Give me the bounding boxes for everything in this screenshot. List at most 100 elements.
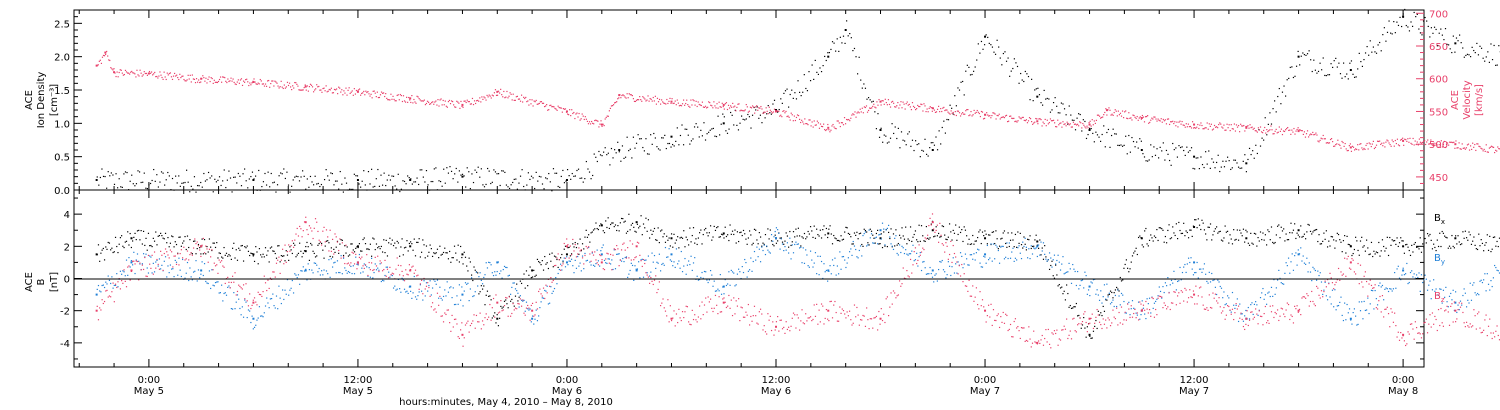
ion-density-series-trace-dot — [1197, 157, 1199, 159]
by-series-trace-dot — [1120, 292, 1123, 295]
by-series-trace-dot — [628, 273, 630, 275]
by-series-trace-dot — [558, 268, 560, 271]
ion-density-series-trace-dot — [1176, 156, 1179, 158]
ion-density-series-trace-dot — [1123, 144, 1125, 146]
by-series-trace-dot — [1133, 307, 1135, 309]
by-series-trace-dot — [402, 279, 404, 281]
bx-series-trace-dot — [1351, 254, 1353, 257]
by-series-trace-dot — [345, 269, 347, 272]
bx-series-trace-dot — [819, 229, 821, 231]
ion-density-series-trace-dot — [1415, 16, 1417, 18]
ion-density-series-trace-dot — [1256, 152, 1258, 155]
velocity-series-trace-dot — [1177, 126, 1179, 128]
bx-series-trace-dot — [121, 235, 123, 237]
bx-series-trace-dot — [895, 229, 897, 231]
velocity-series-trace-dot — [119, 69, 121, 71]
bx-series-trace-dot — [391, 239, 393, 241]
velocity-series-point — [113, 71, 116, 74]
velocity-series-trace-dot — [667, 102, 669, 105]
by-series-trace-dot — [667, 256, 669, 258]
velocity-series-trace-dot — [1417, 144, 1419, 146]
velocity-series-trace-dot — [1193, 127, 1195, 129]
by-series-trace-dot — [294, 273, 296, 275]
velocity-series-trace-dot — [1183, 124, 1185, 127]
velocity-series-trace-dot — [122, 74, 124, 76]
bx-series-trace-dot — [896, 244, 898, 246]
velocity-series-trace-dot — [124, 69, 127, 72]
velocity-series-trace-dot — [1474, 143, 1476, 146]
bx-series-trace-dot — [701, 243, 703, 245]
velocity-series-trace-dot — [1463, 147, 1465, 149]
by-series-trace-dot — [1001, 245, 1003, 247]
bx-series-trace-dot — [1139, 235, 1141, 237]
bx-series-point — [984, 237, 987, 240]
bx-series-trace-dot — [1294, 223, 1296, 225]
bx-series-trace-dot — [1420, 251, 1423, 253]
by-series-trace-dot — [635, 268, 637, 270]
ion-density-series-trace-dot — [919, 156, 921, 158]
ion-density-series-trace-dot — [841, 42, 843, 44]
ion-density-series-trace-dot — [477, 166, 479, 168]
by-series-trace-dot — [1050, 257, 1052, 259]
velocity-series-trace-dot — [1365, 144, 1367, 147]
ion-density-series-trace-dot — [1465, 54, 1467, 57]
velocity-series-trace-dot — [216, 81, 219, 84]
velocity-series-trace-dot — [434, 101, 436, 103]
ion-density-series-trace-dot — [1364, 52, 1367, 54]
velocity-series-trace-dot — [969, 114, 971, 116]
by-series-trace-dot — [1052, 259, 1054, 261]
bx-series-trace-dot — [789, 230, 791, 233]
by-series-trace-dot — [1192, 274, 1195, 276]
velocity-series-trace-dot — [769, 109, 771, 111]
velocity-series-trace-dot — [349, 92, 351, 95]
ion-density-series-trace-dot — [1410, 21, 1412, 23]
ion-density-series-trace-dot — [693, 126, 696, 128]
ion-density-series-trace-dot — [319, 185, 321, 188]
bx-series-trace-dot — [1266, 244, 1268, 246]
bx-series-trace-dot — [562, 261, 564, 263]
bx-series-trace-dot — [1147, 245, 1149, 247]
by-series-trace-dot — [689, 263, 691, 266]
by-series-trace-dot — [675, 248, 678, 250]
velocity-series-trace-dot — [209, 80, 211, 83]
ion-density-series-trace-dot — [786, 88, 788, 90]
ion-density-series-trace-dot — [407, 175, 409, 177]
by-series-trace-dot — [713, 280, 715, 282]
bx-series-trace-dot — [547, 267, 550, 270]
ion-density-series-trace-dot — [1114, 133, 1116, 135]
by-series-trace-dot — [1226, 295, 1229, 297]
by-series-trace-dot — [917, 265, 919, 267]
bx-series-trace-dot — [347, 255, 350, 257]
by-series-trace-dot — [1233, 304, 1235, 306]
velocity-series-trace-dot — [1154, 116, 1156, 118]
bx-series-trace-dot — [1498, 237, 1500, 239]
velocity-series-trace-dot — [1129, 117, 1131, 119]
ion-density-series-trace-dot — [584, 178, 586, 180]
bx-series-trace-dot — [540, 264, 542, 266]
ion-density-series-trace-dot — [1430, 27, 1432, 29]
velocity-series-trace-dot — [1371, 143, 1373, 145]
by-series-trace-dot — [981, 266, 984, 268]
bx-series-trace-dot — [1048, 268, 1051, 271]
velocity-series-trace-dot — [194, 82, 197, 84]
bx-series-trace-dot — [691, 234, 693, 237]
velocity-series-trace-dot — [980, 110, 983, 113]
ion-density-series-trace-dot — [1438, 32, 1440, 34]
velocity-series-trace-dot — [436, 104, 438, 106]
velocity-series-trace-dot — [1083, 124, 1085, 126]
velocity-series-trace-dot — [889, 106, 892, 108]
by-series-trace-dot — [152, 262, 154, 264]
ion-density-series-trace-dot — [546, 178, 548, 180]
velocity-series-trace-dot — [666, 98, 668, 101]
ion-density-series-trace-dot — [596, 160, 598, 163]
by-series-trace-dot — [1108, 292, 1110, 294]
velocity-series-trace-dot — [1054, 122, 1056, 124]
bx-series-trace-dot — [1284, 240, 1286, 242]
ion-density-series-trace-dot — [1009, 75, 1011, 77]
velocity-series-trace-dot — [879, 101, 881, 103]
velocity-series-trace-dot — [392, 95, 394, 97]
ion-density-series-trace-dot — [670, 146, 672, 148]
velocity-series-trace-dot — [1283, 130, 1286, 133]
by-series-trace-dot — [1055, 263, 1057, 265]
by-series-trace-dot — [1256, 304, 1258, 306]
